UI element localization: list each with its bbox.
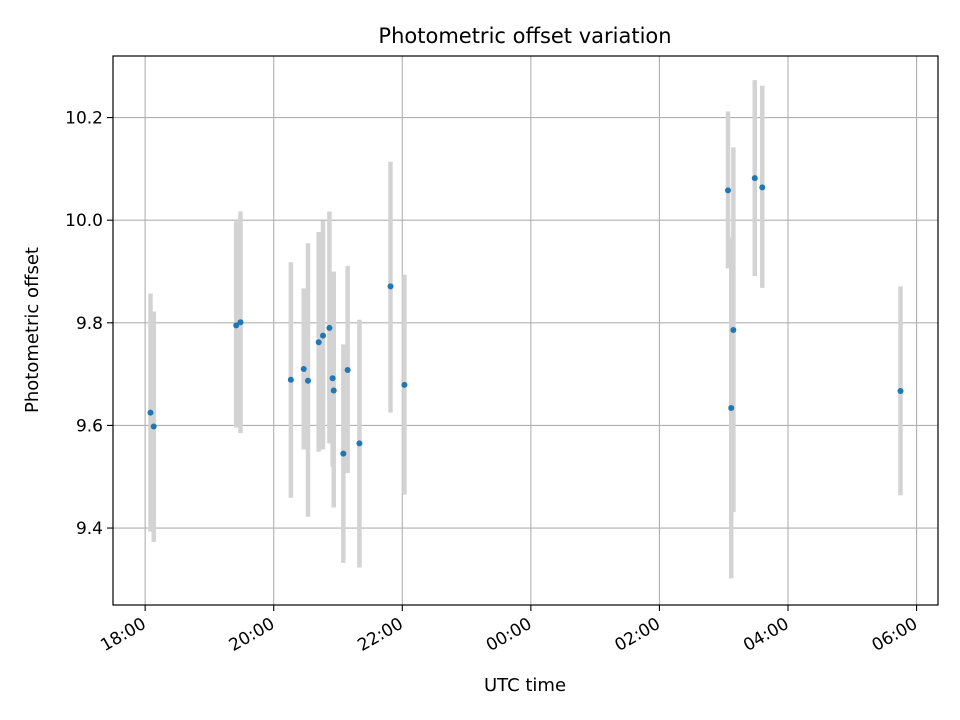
data-point (287, 376, 294, 383)
data-point (237, 319, 244, 326)
data-point (320, 332, 326, 339)
data-point (330, 387, 337, 394)
x-tick-label: 04:00 (740, 614, 792, 656)
y-tick-label: 9.4 (76, 519, 103, 539)
data-point (329, 375, 336, 382)
data-point (340, 450, 347, 457)
data-point (344, 367, 351, 374)
x-tick-label: 20:00 (226, 614, 278, 656)
chart-title: Photometric offset variation (378, 24, 671, 48)
x-tick-label: 22:00 (354, 614, 406, 656)
x-tick-label: 02:00 (611, 614, 663, 656)
x-tick-label: 18:00 (97, 614, 149, 656)
data-point (356, 440, 363, 447)
data-point (326, 324, 333, 331)
data-point (728, 404, 735, 411)
data-point (147, 409, 154, 416)
x-axis-label: UTC time (484, 675, 566, 696)
data-points (147, 175, 904, 457)
data-point (897, 388, 904, 395)
y-tick-label: 9.8 (76, 314, 103, 334)
x-tick-label: 00:00 (483, 614, 535, 656)
y-axis-label: Photometric offset (22, 247, 43, 413)
data-point (401, 381, 408, 388)
data-point (300, 365, 307, 372)
data-point (315, 339, 322, 346)
plot-frame (112, 55, 939, 606)
y-tick-label: 10.0 (65, 211, 103, 231)
data-point (150, 423, 157, 430)
data-point (305, 377, 311, 384)
data-point (759, 184, 766, 191)
x-tick-label: 06:00 (869, 614, 921, 656)
data-point (233, 322, 240, 329)
ticks: 18:00 20:00 22:00 00:00 02:00 04:00 06:00 9.4 9.… (65, 109, 921, 656)
y-tick-label: 9.6 (76, 416, 103, 436)
data-point (725, 187, 731, 194)
data-point (387, 283, 394, 290)
y-tick-label: 10.2 (65, 109, 103, 129)
data-point (730, 326, 737, 333)
data-point (751, 175, 758, 182)
grid (113, 56, 938, 605)
